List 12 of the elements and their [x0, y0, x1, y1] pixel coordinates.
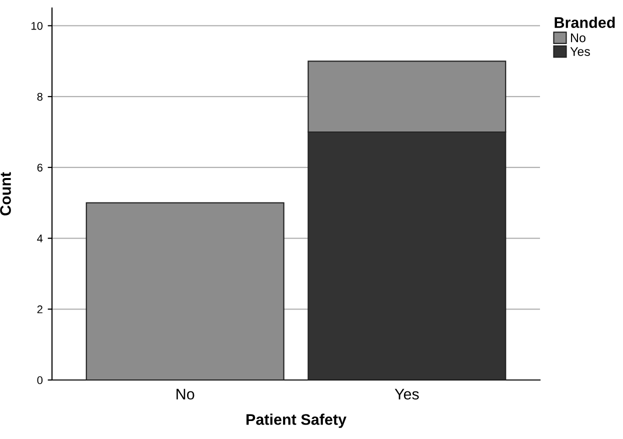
- y-tick-label: 8: [37, 92, 42, 101]
- y-tick-label: 4: [37, 234, 43, 242]
- y-tick-label: 6: [37, 164, 42, 172]
- legend-label: Yes: [570, 47, 590, 56]
- x-axis-title: Patient Safety: [246, 414, 346, 428]
- legend-label: No: [571, 34, 586, 42]
- bar: [86, 202, 284, 380]
- y-axis-title: Count: [0, 172, 11, 216]
- y-tick-label: 0: [37, 376, 43, 384]
- legend-title: Branded: [554, 16, 615, 28]
- y-tick-label: 10: [31, 22, 43, 30]
- y-tick-label: 2: [37, 305, 42, 314]
